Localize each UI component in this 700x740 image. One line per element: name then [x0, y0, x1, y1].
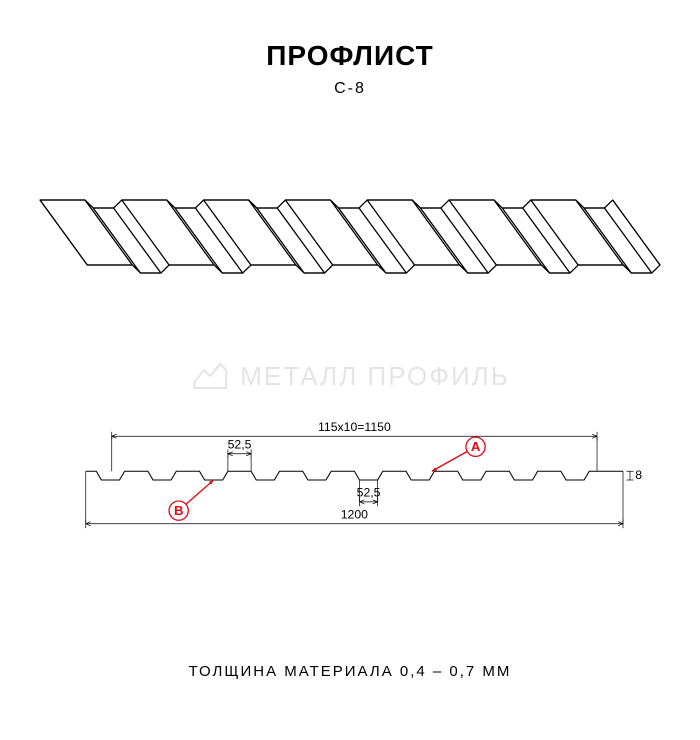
svg-text:1200: 1200	[341, 508, 368, 522]
svg-text:B: B	[174, 503, 183, 518]
cross-section: 115x10=1150 52,5 52,5 1200 8 A B	[30, 410, 670, 550]
svg-text:A: A	[471, 439, 481, 454]
page-subtitle: C-8	[0, 80, 700, 98]
svg-text:52,5: 52,5	[228, 438, 252, 452]
page-title: ПРОФЛИСТ	[0, 40, 700, 72]
watermark: МЕТАЛЛ ПРОФИЛЬ	[190, 360, 510, 392]
watermark-text: МЕТАЛЛ ПРОФИЛЬ	[240, 361, 510, 392]
svg-text:52,5: 52,5	[357, 486, 381, 500]
svg-text:8: 8	[635, 468, 642, 482]
watermark-icon	[190, 360, 230, 392]
isometric-view	[30, 180, 670, 340]
thickness-note: ТОЛЩИНА МАТЕРИАЛА 0,4 – 0,7 ММ	[0, 663, 700, 680]
svg-text:115x10=1150: 115x10=1150	[318, 420, 391, 434]
